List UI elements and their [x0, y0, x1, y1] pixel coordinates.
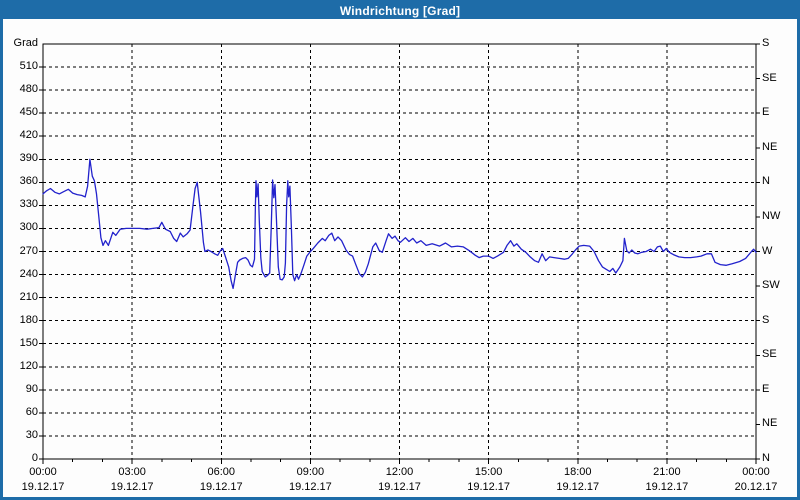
title-bar: Windrichtung [Grad]	[3, 3, 797, 19]
window-title: Windrichtung [Grad]	[339, 4, 461, 18]
